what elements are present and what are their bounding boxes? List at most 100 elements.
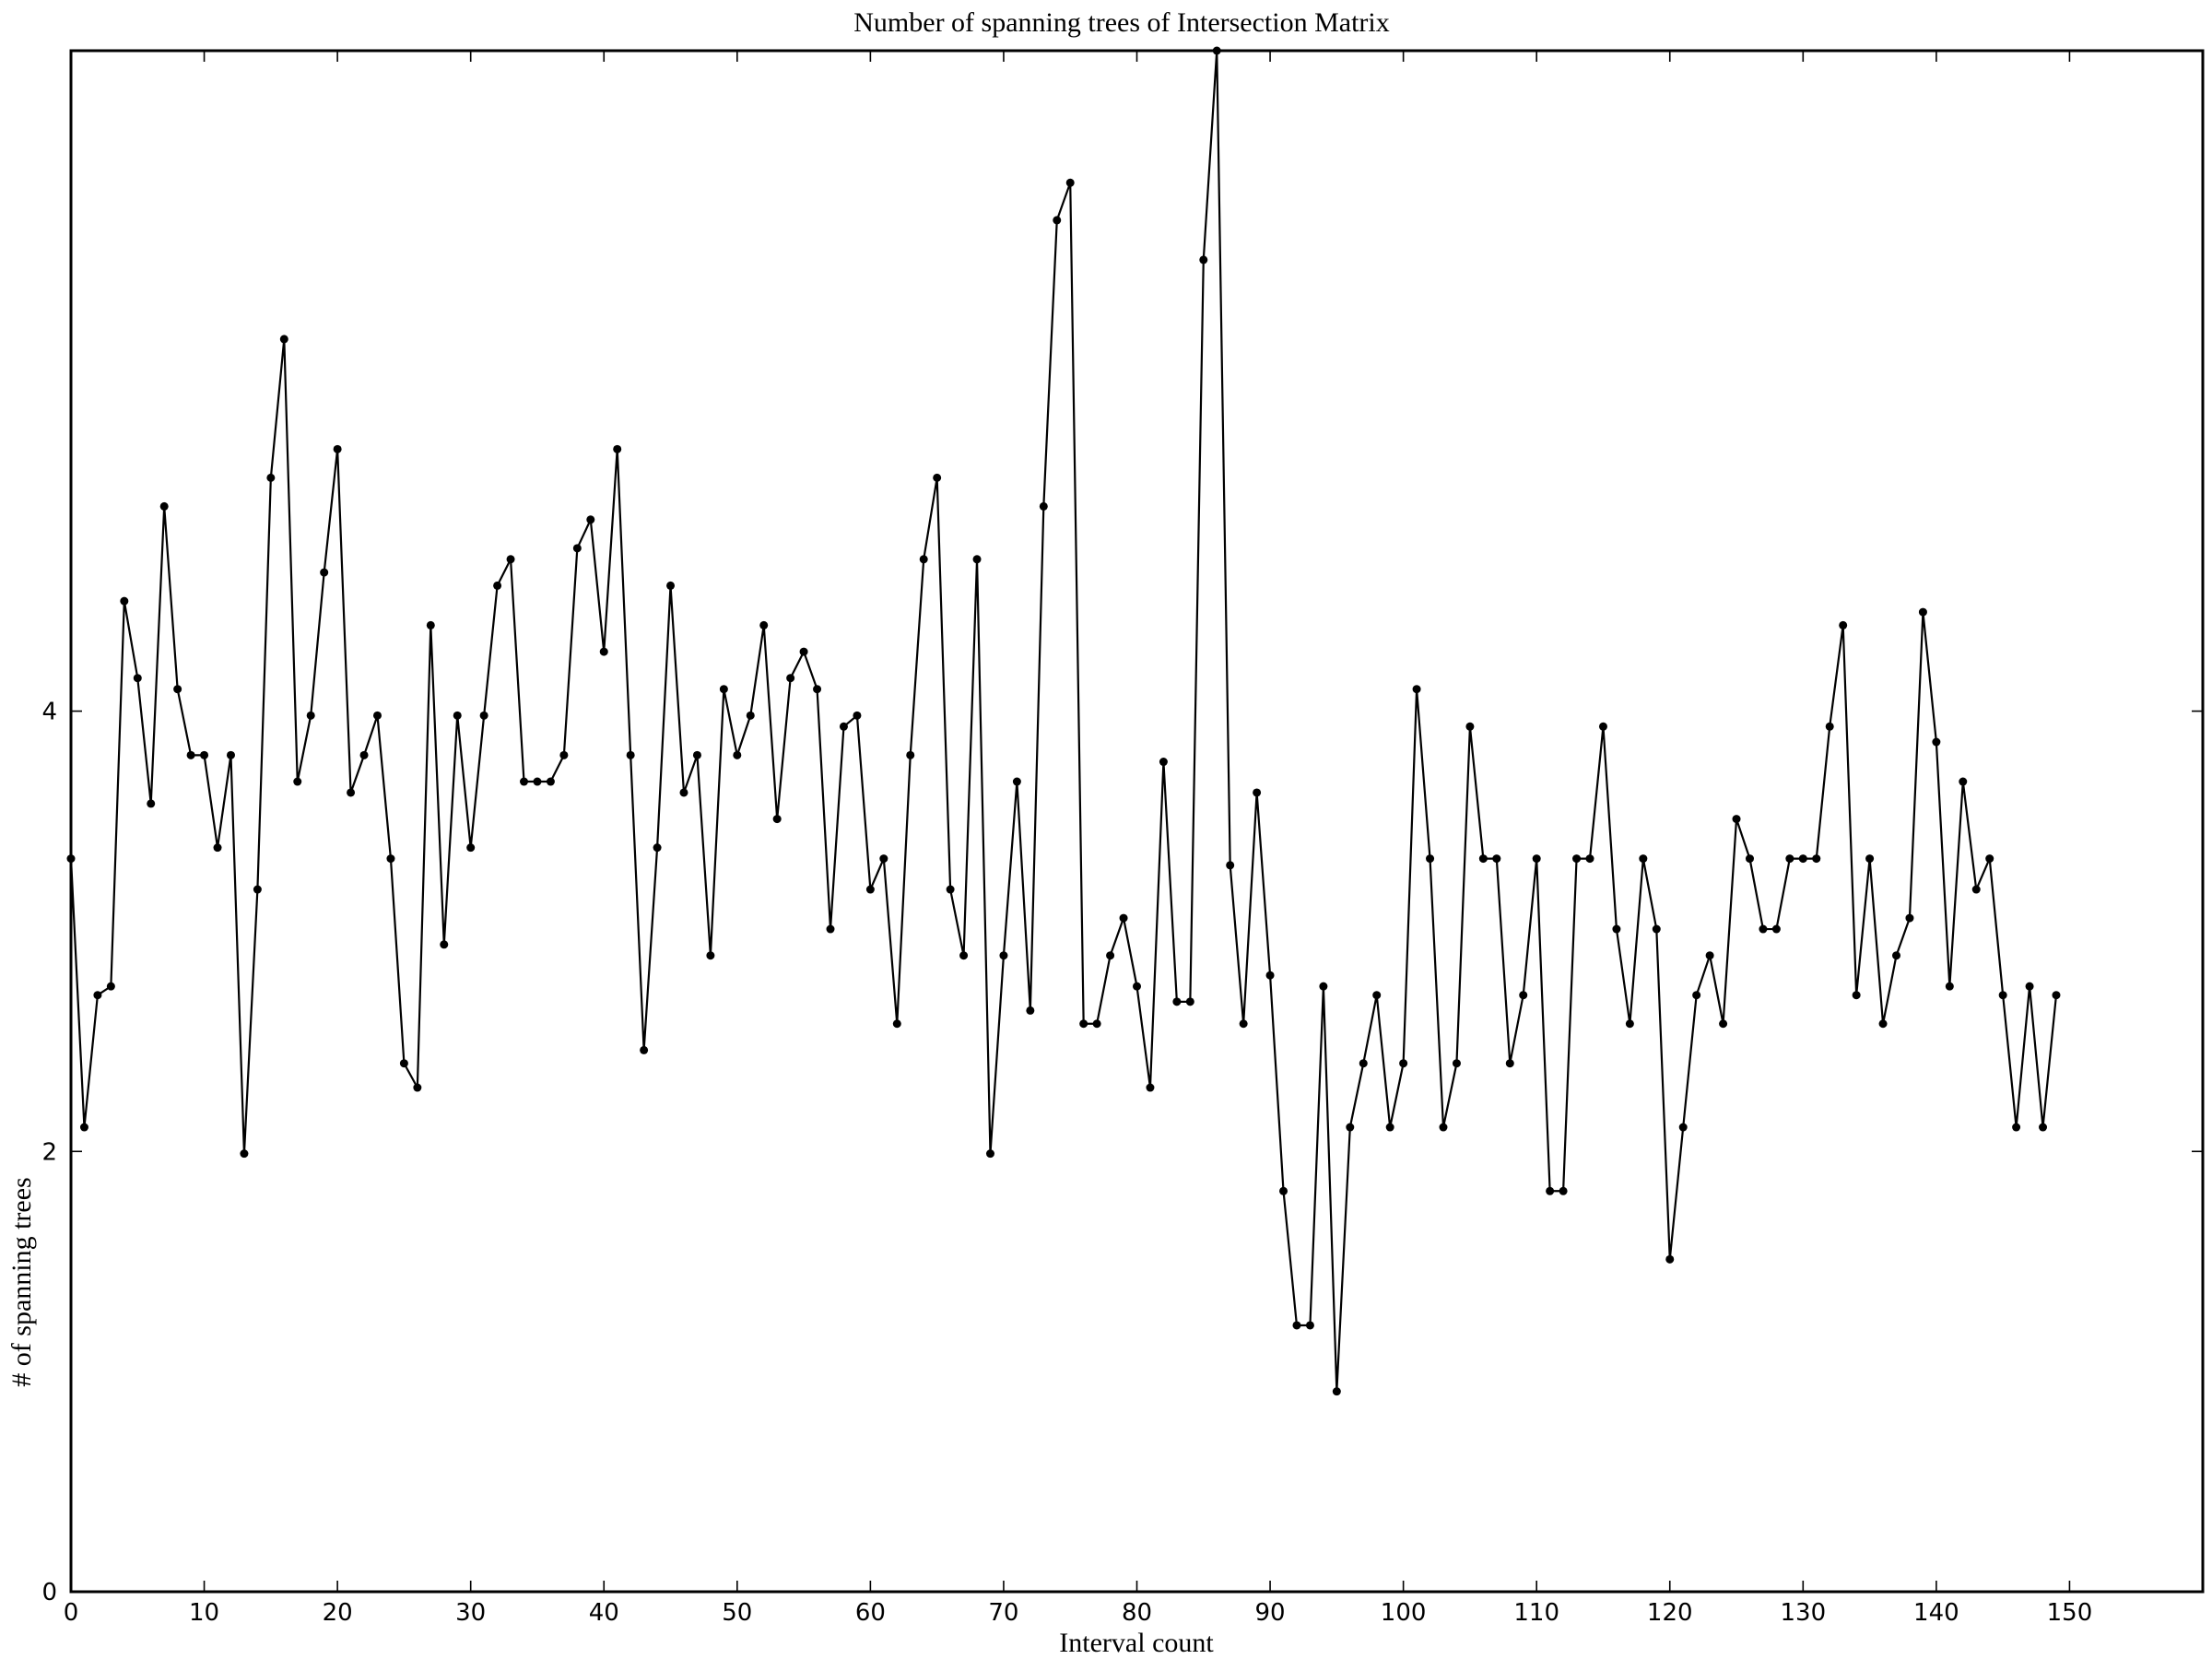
x-tick-label: 30	[455, 1599, 486, 1627]
data-point	[1665, 1254, 1675, 1264]
data-point	[106, 982, 115, 991]
data-point	[1852, 991, 1861, 1000]
data-point	[1065, 178, 1075, 187]
data-point	[1199, 255, 1208, 265]
data-point	[826, 924, 835, 934]
data-point	[1092, 1019, 1101, 1029]
data-point	[1546, 1186, 1555, 1195]
data-point	[253, 885, 262, 894]
series-line	[69, 49, 2058, 1393]
data-point	[320, 568, 329, 577]
data-point	[1519, 991, 1528, 1000]
data-point	[226, 750, 235, 759]
x-axis-ticks: 0 10 20 30 40 50 60 70 80 90 100 110 120 130 140 150	[64, 51, 2093, 1627]
data-point	[1918, 607, 1927, 617]
data-point	[79, 1123, 88, 1132]
data-point	[786, 674, 795, 683]
x-tick-label: 140	[1913, 1599, 1959, 1627]
data-point	[1865, 854, 1875, 864]
data-point	[1692, 991, 1701, 1000]
data-point	[759, 620, 769, 629]
data-point	[559, 750, 569, 759]
data-point	[1785, 854, 1794, 864]
data-point	[1279, 1186, 1288, 1195]
data-point	[173, 685, 182, 694]
data-point	[186, 750, 195, 759]
x-tick-label: 20	[323, 1599, 353, 1627]
y-axis-label: # of spanning trees	[6, 1177, 37, 1386]
x-tick-label: 150	[2047, 1599, 2093, 1627]
data-point	[1172, 997, 1182, 1006]
x-tick-label: 110	[1513, 1599, 1559, 1627]
data-point	[1305, 1321, 1314, 1330]
data-point	[333, 444, 342, 453]
x-tick-label: 10	[189, 1599, 219, 1627]
data-point	[933, 473, 942, 482]
data-point	[493, 581, 502, 590]
data-point	[999, 951, 1008, 960]
data-point	[159, 501, 169, 511]
data-point	[666, 581, 676, 590]
data-point	[959, 951, 969, 960]
data-point	[466, 843, 476, 853]
data-point	[1239, 1019, 1248, 1029]
data-point	[1625, 1019, 1634, 1029]
data-point	[213, 843, 222, 853]
data-point	[813, 685, 822, 694]
data-point	[1426, 854, 1435, 864]
data-point	[372, 711, 382, 720]
data-point	[1572, 854, 1582, 864]
data-point	[413, 1083, 422, 1092]
data-point	[1732, 815, 1741, 824]
data-point	[1678, 1123, 1688, 1132]
data-point	[1133, 982, 1141, 991]
y-tick-label: 4	[41, 699, 57, 726]
data-point	[506, 555, 515, 564]
data-point	[1399, 1059, 1408, 1068]
data-point	[1532, 854, 1541, 864]
data-points	[66, 46, 2061, 1396]
x-tick-label: 120	[1647, 1599, 1693, 1627]
data-point	[1719, 1019, 1728, 1029]
data-point	[572, 544, 582, 553]
data-point	[533, 777, 542, 786]
data-point	[692, 750, 701, 759]
data-point	[1812, 854, 1821, 864]
data-point	[546, 777, 555, 786]
data-point	[1332, 1387, 1341, 1396]
data-point	[1359, 1059, 1368, 1068]
data-point	[985, 1149, 994, 1159]
x-tick-label: 80	[1122, 1599, 1152, 1627]
data-point	[772, 815, 782, 824]
data-point	[1039, 501, 1048, 511]
data-point	[906, 750, 915, 759]
data-point	[706, 951, 715, 960]
data-point	[1492, 854, 1501, 864]
data-point	[1212, 46, 1221, 55]
data-point	[1971, 885, 1981, 894]
x-tick-label: 130	[1780, 1599, 1826, 1627]
data-point	[799, 647, 808, 656]
data-point	[1585, 854, 1594, 864]
data-point	[479, 711, 488, 720]
data-point	[1146, 1083, 1155, 1092]
data-point	[440, 940, 449, 949]
data-point	[1412, 685, 1421, 694]
data-point	[1705, 951, 1714, 960]
x-tick-label: 0	[64, 1599, 79, 1627]
data-point	[359, 750, 369, 759]
data-point	[147, 799, 156, 808]
data-point	[1959, 777, 1968, 786]
data-point	[306, 711, 315, 720]
data-point	[1559, 1186, 1568, 1195]
data-point	[386, 854, 395, 864]
data-point	[640, 1045, 649, 1054]
x-tick-label: 60	[855, 1599, 886, 1627]
data-point	[613, 444, 622, 453]
data-point	[2052, 991, 2061, 1000]
data-point	[1385, 1123, 1394, 1132]
data-point	[266, 473, 276, 482]
data-point	[2039, 1123, 2048, 1132]
y-tick-label: 0	[41, 1579, 57, 1606]
